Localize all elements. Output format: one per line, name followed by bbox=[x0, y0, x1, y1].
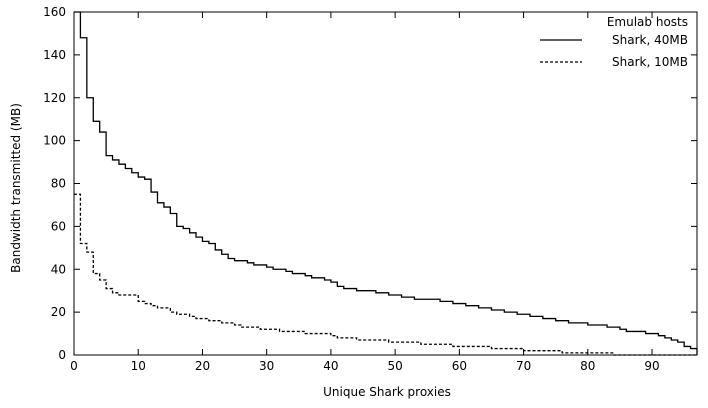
series-line-shark-40mb bbox=[74, 11, 698, 355]
plot-frame bbox=[73, 11, 698, 356]
y-tick-label: 120 bbox=[43, 91, 66, 105]
x-tick-label: 80 bbox=[580, 359, 595, 373]
x-tick-label: 70 bbox=[516, 359, 531, 373]
x-tick-label: 50 bbox=[387, 359, 402, 373]
y-tick-label: 160 bbox=[43, 5, 66, 19]
x-tick-label: 60 bbox=[452, 359, 467, 373]
legend-entry: Shark, 10MB bbox=[612, 55, 688, 69]
x-tick-label: 0 bbox=[70, 359, 78, 373]
series-line-shark-10mb bbox=[74, 193, 697, 356]
plot-axes: 0 10 20 30 40 50 60 70 80 90 0 20 40 60 80 100 120 140 160 bbox=[43, 5, 698, 373]
x-axis-label: Unique Shark proxies bbox=[323, 385, 451, 399]
series-layer bbox=[74, 11, 698, 356]
y-tick-label: 40 bbox=[51, 262, 66, 276]
y-axis-label: Bandwidth transmitted (MB) bbox=[9, 103, 23, 273]
x-tick-label: 10 bbox=[131, 359, 146, 373]
legend-title: Emulab hosts bbox=[607, 15, 688, 29]
legend: Emulab hosts Shark, 40MB Shark, 10MB bbox=[540, 15, 688, 69]
y-tick-label: 80 bbox=[51, 177, 66, 191]
legend-entry: Shark, 40MB bbox=[612, 33, 688, 47]
y-tick-label: 20 bbox=[51, 305, 66, 319]
y-tick-label: 0 bbox=[58, 348, 66, 362]
y-tick-label: 60 bbox=[51, 219, 66, 233]
x-tick-label: 20 bbox=[195, 359, 210, 373]
x-tick-label: 90 bbox=[644, 359, 659, 373]
x-tick-label: 40 bbox=[323, 359, 338, 373]
y-tick-label: 140 bbox=[43, 48, 66, 62]
x-tick-label: 30 bbox=[259, 359, 274, 373]
y-tick-label: 100 bbox=[43, 134, 66, 148]
